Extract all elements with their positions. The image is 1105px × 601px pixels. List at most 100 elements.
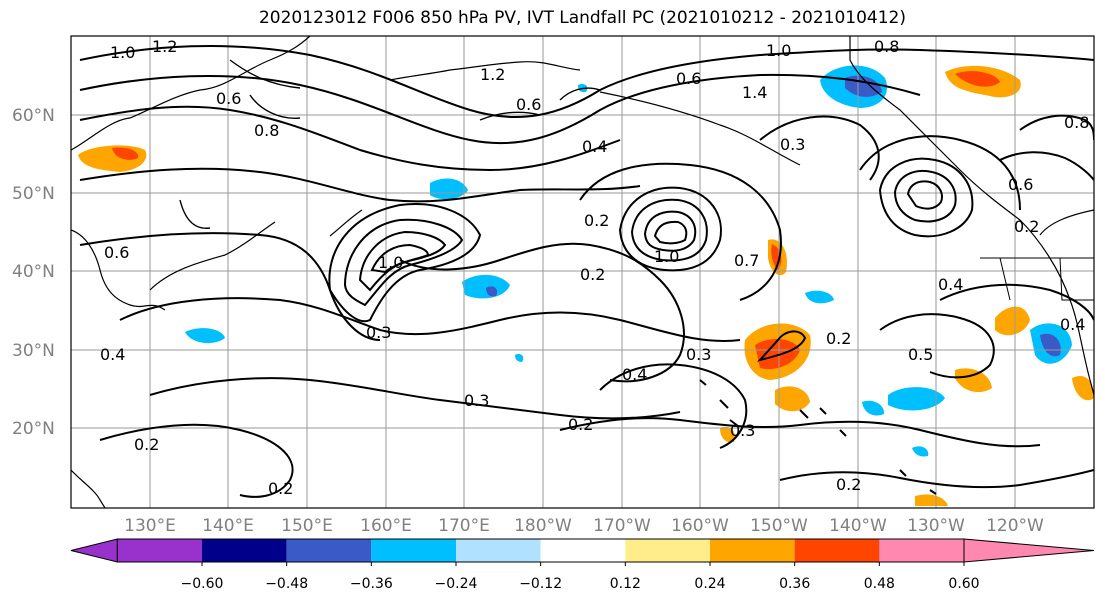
colorbar-swatch [625,539,710,562]
colorbar-swatch [286,539,372,562]
lon-tick-label: 140°W [829,516,887,536]
contour-label: 1.0 [110,43,135,62]
lon-tick-label: 160°E [360,516,412,536]
contour-label: 0.6 [516,95,541,114]
contour-label: 0.6 [676,69,701,88]
lon-tick-label: 170°E [438,516,490,536]
longitude-axis: 130°E 140°E 150°E 160°E 170°E 180°W 170°… [124,516,1044,536]
contour-label: 1.0 [766,41,791,60]
positive-patch [112,147,139,160]
colorbar-swatch [202,539,287,562]
colorbar-tick-label: −0.60 [181,576,224,592]
colorbar-tick-label: −0.24 [435,576,478,592]
contour-label: 0.3 [730,421,755,440]
lat-tick-label: 50°N [12,184,55,204]
contour-label: 0.4 [582,137,607,156]
contour-label: 0.4 [622,365,647,384]
negative-patch [912,446,929,457]
contour-label: 0.2 [1014,217,1039,236]
negative-patch [862,400,885,416]
contour-label: 0.6 [216,89,241,108]
lon-tick-label: 150°W [750,516,808,536]
negative-patch [462,274,510,299]
colorbar-extend-min [70,538,118,563]
lon-tick-label: 130°W [907,516,965,536]
contour-label: 0.2 [826,329,851,348]
contour-label: 1.4 [742,83,767,102]
contour-label: 0.5 [908,345,933,364]
map-frame [70,35,1095,509]
lon-tick-label: 150°E [281,516,333,536]
contour-label: 0.8 [874,37,899,56]
contour-label: 0.3 [464,391,489,410]
political-borders [980,257,1094,301]
positive-patch [915,494,948,506]
colorbar-swatch [540,539,626,562]
lon-tick-label: 160°W [671,516,729,536]
contour-label-layer: 1.0 1.2 0.8 0.6 0.8 0.6 1.2 0.6 1.0 1.4 … [100,37,1089,498]
coastlines [71,36,1094,508]
contour-label: 0.4 [100,345,125,364]
colorbar-tick-label: 0.36 [779,576,810,592]
negative-patch [486,286,498,297]
contour-label: 0.8 [254,121,279,140]
ivt-shading [78,65,1094,506]
contour-label: 0.7 [734,251,759,270]
negative-patch [1040,333,1061,357]
colorbar-tick-label: 0.24 [694,576,725,592]
colorbar-tick-label: 0.12 [610,576,641,592]
colorbar-extend-max [963,538,1095,563]
negative-patch [185,328,225,344]
contour-label: 0.4 [1060,315,1085,334]
positive-patch [720,426,735,443]
positive-patch [955,71,1000,87]
colorbar-tick-label: −0.36 [350,576,393,592]
contour-label: 0.3 [686,345,711,364]
pv-contours-thin [179,59,601,229]
lon-tick-label: 130°E [124,516,176,536]
lon-tick-label: 140°E [202,516,254,536]
colorbar-swatch [710,539,795,562]
contour-label: 0.3 [366,323,391,342]
negative-patch [805,290,834,304]
graticule [71,36,1094,508]
contour-label: 0.2 [584,211,609,230]
contour-label: 0.2 [268,479,293,498]
negative-patch [430,178,468,200]
contour-label: 0.3 [780,135,805,154]
contour-label: 0.4 [938,275,963,294]
negative-patch [515,353,524,362]
colorbar-tick-label: −0.12 [519,576,562,592]
contour-label: 0.2 [134,435,159,454]
lat-tick-label: 30°N [12,341,55,361]
contour-label: 0.2 [836,475,861,494]
contour-label: 0.6 [104,243,129,262]
contour-label: 0.8 [1064,113,1089,132]
latitude-axis: 60°N 50°N 40°N 30°N 20°N [12,106,55,439]
negative-patch [888,387,945,411]
colorbar-swatch [456,539,541,562]
lon-tick-label: 120°W [986,516,1044,536]
lon-tick-label: 170°W [593,516,651,536]
contour-label: 1.0 [654,247,679,266]
colorbar-swatch [879,539,964,562]
map-title: 2020123012 F006 850 hPa PV, IVT Landfall… [258,8,906,28]
positive-patch [995,306,1030,336]
colorbar-tick-label: 0.60 [948,576,979,592]
lat-tick-label: 60°N [12,106,55,126]
contour-label: 0.2 [568,415,593,434]
contour-label: 1.0 [378,253,403,272]
contour-label: 1.2 [152,37,177,56]
positive-patch [1072,376,1094,401]
positive-patch [775,386,810,412]
positive-patch [955,368,992,393]
lat-tick-label: 20°N [12,419,55,439]
positive-patch [755,338,800,370]
contour-label: 1.2 [480,65,505,84]
lat-tick-label: 40°N [12,262,55,282]
lon-tick-label: 180°W [514,516,572,536]
colorbar-swatch [794,539,880,562]
colorbar-tick-label: −0.48 [265,576,308,592]
colorbar-swatch [371,539,456,562]
